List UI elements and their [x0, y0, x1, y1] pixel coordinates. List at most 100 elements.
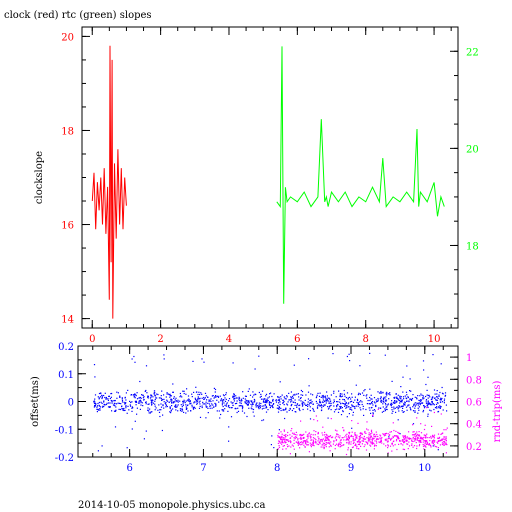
offset-point: [406, 365, 408, 367]
offset-point: [300, 400, 302, 402]
rnd-trip-point: [306, 441, 309, 443]
rnd-trip-point: [305, 441, 307, 443]
offset-point: [370, 398, 372, 400]
offset-point: [379, 392, 382, 394]
offset-point: [288, 399, 290, 401]
rnd-trip-point: [355, 443, 357, 445]
offset-point: [431, 402, 433, 404]
offset-point: [271, 395, 273, 398]
offset-point: [359, 393, 361, 395]
rnd-trip-point: [282, 438, 284, 440]
rnd-trip-point: [387, 445, 389, 447]
rnd-trip-point: [300, 438, 302, 440]
offset-point: [436, 396, 438, 398]
rnd-trip-point: [319, 441, 321, 443]
rnd-trip-point: [395, 440, 398, 442]
rnd-trip-point: [440, 433, 442, 435]
offset-point: [215, 395, 217, 397]
offset-point: [327, 406, 329, 408]
rnd-trip-point: [293, 448, 295, 450]
rnd-trip-point: [347, 439, 349, 441]
rnd-trip-point: [323, 447, 325, 450]
offset-point: [142, 405, 144, 407]
offset-point: [230, 407, 232, 409]
rnd-trip-point: [398, 438, 400, 440]
offset-point: [377, 397, 379, 400]
offset-point: [427, 401, 429, 403]
offset-point: [343, 403, 345, 405]
offset-point: [385, 393, 387, 395]
offset-point: [333, 411, 336, 413]
rnd-trip-point: [400, 443, 402, 445]
offset-point: [420, 393, 422, 395]
offset-point: [193, 401, 195, 403]
offset-point: [261, 405, 263, 407]
offset-point: [275, 401, 278, 403]
rnd-trip-point: [288, 440, 290, 442]
rnd-trip-point: [430, 435, 432, 437]
offset-point: [319, 392, 321, 394]
offset-point: [245, 402, 247, 404]
offset-point: [286, 395, 288, 397]
offset-point: [439, 391, 441, 394]
offset-point: [409, 408, 412, 410]
offset-point: [208, 403, 211, 405]
offset-point: [407, 396, 409, 398]
offset-point: [342, 398, 344, 401]
rnd-trip-point: [356, 437, 358, 439]
offset-point: [339, 405, 341, 408]
offset-point: [129, 404, 131, 406]
offset-point: [233, 393, 235, 395]
offset-point: [98, 405, 101, 407]
offset-point: [348, 353, 350, 355]
rnd-trip-point: [426, 442, 428, 445]
offset-point: [262, 401, 264, 403]
offset-point: [343, 393, 345, 395]
offset-point: [185, 406, 187, 408]
rnd-trip-point: [396, 438, 398, 441]
offset-point: [123, 409, 125, 412]
offset-point: [94, 404, 96, 407]
rnd-trip-point: [306, 434, 309, 436]
offset-point: [394, 396, 396, 398]
offset-point: [193, 406, 195, 408]
offset-point: [297, 393, 299, 395]
rnd-trip-point: [313, 442, 315, 444]
offset-point: [327, 400, 329, 402]
rnd-trip-point: [312, 444, 314, 446]
offset-point: [139, 408, 141, 410]
offset-point: [245, 399, 247, 401]
offset-point: [289, 399, 291, 401]
offset-point: [349, 360, 351, 362]
offset-point: [332, 353, 334, 355]
offset-point: [385, 400, 387, 402]
rnd-trip-point: [422, 445, 425, 447]
rnd-trip-point: [372, 437, 374, 439]
rnd-trip-point: [380, 439, 382, 442]
rnd-trip-point: [438, 437, 440, 440]
offset-point: [299, 397, 302, 400]
offset-point: [384, 402, 387, 405]
x-tick-label: 6: [126, 463, 132, 474]
rnd-trip-point: [281, 438, 283, 440]
rnd-trip-point: [394, 435, 396, 437]
offset-point: [114, 410, 116, 412]
offset-point: [131, 358, 133, 360]
offset-point: [295, 411, 297, 413]
rnd-trip-point: [279, 437, 281, 440]
rnd-trip-point: [278, 440, 281, 443]
rnd-trip-point: [411, 444, 413, 446]
offset-point: [383, 401, 385, 403]
offset-point: [102, 405, 104, 407]
rnd-trip-point: [373, 448, 375, 450]
rnd-trip-point: [373, 435, 375, 437]
offset-point: [382, 398, 385, 400]
offset-point: [422, 395, 424, 397]
offset-point: [371, 400, 373, 403]
offset-point: [238, 405, 240, 407]
offset-point: [218, 401, 220, 403]
rnd-trip-point: [356, 445, 358, 447]
offset-point: [293, 364, 295, 366]
rnd-trip-point: [356, 447, 358, 449]
rnd-trip-point: [406, 439, 408, 441]
